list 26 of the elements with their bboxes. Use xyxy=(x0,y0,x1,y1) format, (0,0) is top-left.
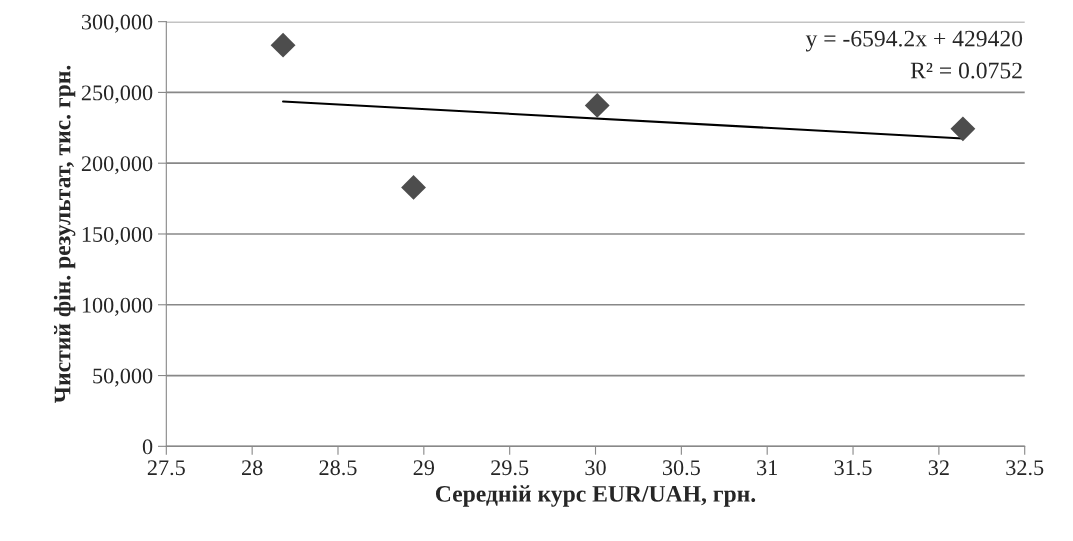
annotation: R² = 0.0752 xyxy=(910,62,1022,79)
y-tick-label: 0 xyxy=(142,439,153,455)
x-tick-label: 29 xyxy=(413,460,435,476)
x-tick-label: 30.5 xyxy=(662,460,700,476)
x-axis-title: Середній курс EUR/UAH, грн. xyxy=(435,485,756,507)
y-tick-label: 150,000 xyxy=(82,226,153,246)
point xyxy=(270,32,296,58)
point xyxy=(950,116,976,142)
point xyxy=(584,93,610,118)
x-tick-label: 27.5 xyxy=(147,460,185,476)
annotation: y = -6594.2x + 429420 xyxy=(805,30,1023,52)
x-tick-label: 29.5 xyxy=(491,460,529,476)
x-tick-label: 31.5 xyxy=(834,460,872,476)
y-tick-label: 50,000 xyxy=(93,368,153,387)
x-tick-label: 30 xyxy=(585,460,606,476)
y-tick-label: 250,000 xyxy=(81,85,153,104)
x-tick-label: 28.5 xyxy=(319,460,357,476)
y-tick-label: 100,000 xyxy=(82,297,153,316)
x-tick-label: 32.5 xyxy=(1006,460,1044,476)
y-tick-label: 300,000 xyxy=(81,14,153,33)
x-tick-label: 31 xyxy=(757,460,777,476)
y-tick-label: 200,000 xyxy=(81,156,153,175)
y-axis-title: Чистий фін. результат, тис. грн. xyxy=(53,65,76,404)
x-tick-label: 28 xyxy=(242,460,263,476)
point xyxy=(401,174,426,200)
x-tick-label: 32 xyxy=(928,460,949,476)
